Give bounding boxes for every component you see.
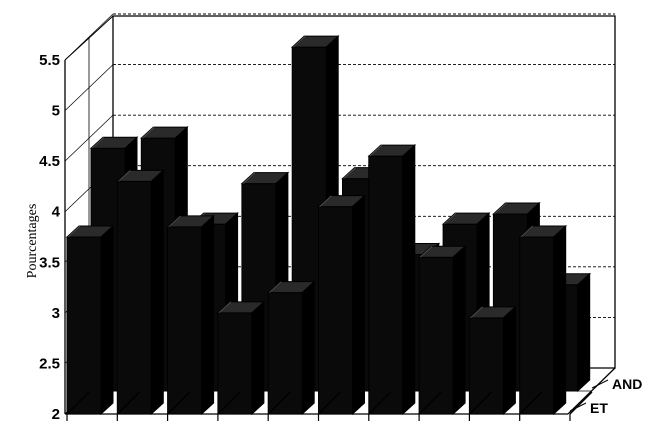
y-axis-label: Pourcentages [25, 204, 40, 279]
floor-tick [167, 391, 191, 415]
wall-tick [64, 114, 114, 162]
bar-edge [343, 167, 356, 179]
y-tick-label: 5.5 [39, 52, 60, 69]
bar-edge [470, 306, 483, 319]
bar-side [100, 224, 114, 416]
bar-edge [268, 281, 282, 293]
bar-et-9 [468, 305, 517, 416]
bar-face [519, 236, 555, 415]
y-tick-label: 2 [52, 406, 60, 423]
floor-tick [267, 391, 291, 415]
bar-face [217, 312, 253, 415]
bar-side [402, 143, 416, 416]
bar-face [318, 206, 353, 415]
bars [65, 34, 591, 416]
bar-edge [67, 225, 81, 238]
bar-edge [443, 212, 457, 225]
bar-edge [494, 202, 507, 215]
bar-side [201, 214, 215, 416]
y-tick-label: 4.5 [39, 153, 60, 170]
series-label-leader-et [569, 402, 587, 412]
bar-side [251, 300, 265, 416]
floor-right-edge [567, 367, 616, 415]
y-tick-label: 5 [52, 103, 60, 120]
bar-edge [218, 301, 232, 314]
y-tick-label: 2.5 [39, 355, 60, 372]
bar-face [468, 317, 504, 415]
bar-edge [520, 225, 533, 238]
bar-et-4 [216, 300, 266, 416]
bar-edge [292, 35, 306, 48]
floor-tick [217, 391, 241, 415]
bar-et-7 [367, 143, 417, 416]
bar-edge [118, 170, 131, 182]
bar-face [167, 226, 203, 415]
floor-tick [318, 391, 341, 415]
bar-face [66, 236, 102, 415]
bar-side [553, 224, 567, 416]
floor-tick [519, 391, 543, 415]
bar-side [301, 280, 315, 416]
bar-side [352, 194, 365, 416]
y-tick-label: 3.5 [39, 254, 60, 271]
bar-face [368, 155, 404, 415]
bar-edge [369, 144, 383, 157]
bar-face [418, 256, 454, 415]
floor-marks [66, 391, 593, 421]
bar-et-5 [266, 280, 316, 416]
floor-tick [418, 391, 442, 415]
y-tick-label: 3 [52, 305, 60, 322]
bar-edge [142, 126, 155, 139]
bar-edge [91, 136, 105, 149]
series-label-leader-and [591, 379, 609, 389]
bar-et-2 [116, 169, 165, 416]
bar-et-10 [518, 224, 567, 416]
bar-face [267, 292, 303, 415]
series-label-et: ET [590, 400, 608, 416]
floor-tick [569, 391, 593, 415]
bar-edge [168, 215, 181, 228]
bar-et-1 [65, 224, 115, 416]
bar-side [452, 245, 466, 416]
bar-edge [419, 245, 433, 258]
bar-et-8 [417, 245, 467, 416]
bar-side [577, 272, 591, 393]
y-tick-labels: 2 2.5 3 3.5 4 4.5 5 5.5 [39, 52, 61, 423]
bar-edge [242, 172, 256, 184]
floor-tick [116, 391, 140, 415]
floor-tick [66, 391, 90, 415]
floor-tick [368, 391, 392, 415]
bar-side [150, 169, 164, 416]
series-labels: AND ET [569, 376, 642, 416]
floor-tick [468, 391, 492, 415]
bar-et-3 [166, 214, 215, 416]
bar-face [116, 180, 152, 415]
wall-tick [64, 64, 114, 111]
series-label-and: AND [612, 376, 642, 392]
y-tick-label: 4 [52, 204, 61, 221]
bar-edge [319, 195, 332, 207]
bar-et-6 [317, 194, 366, 416]
bar-side [502, 305, 516, 416]
wall-tick [64, 13, 114, 61]
